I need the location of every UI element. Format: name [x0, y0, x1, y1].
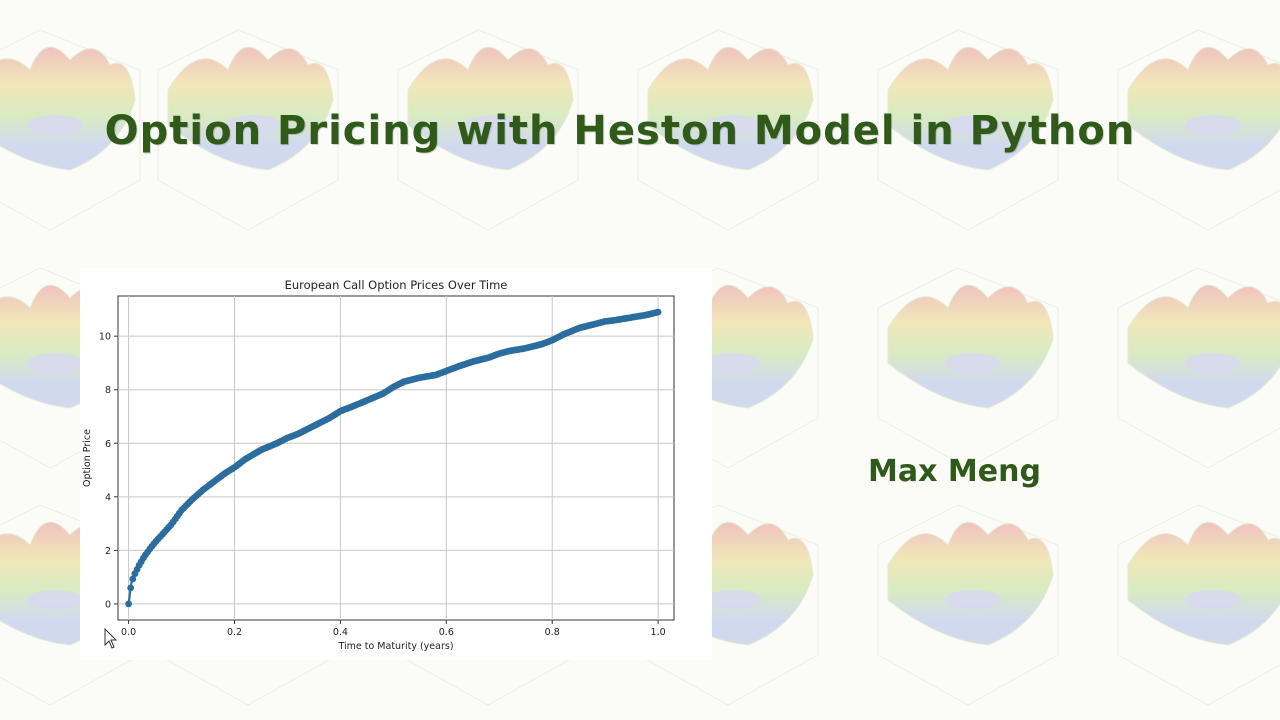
plot-area	[117, 295, 675, 621]
series-marker	[127, 584, 135, 592]
slide-title: Option Pricing with Heston Model in Pyth…	[104, 108, 1136, 154]
chart-title: European Call Option Prices Over Time	[285, 278, 508, 292]
surface-tile	[877, 504, 1059, 706]
series-marker	[654, 308, 662, 316]
y-tick-label: 8	[105, 385, 111, 396]
grid-lines	[118, 296, 674, 620]
surface-tile	[1117, 504, 1280, 706]
surface-tile	[877, 29, 1059, 231]
y-tick-label: 10	[99, 332, 111, 343]
surface-tile	[1117, 267, 1280, 469]
y-tick-label: 0	[105, 599, 111, 610]
surface-tile	[0, 29, 141, 231]
x-tick-label: 0.6	[439, 627, 454, 638]
axis-ticks: 0.0 0.2 0.4 0.6 0.8 1.0 0 2 4 6 8 10	[99, 332, 666, 638]
surface-tile	[157, 29, 339, 231]
surface-tile	[877, 267, 1059, 469]
x-axis-label: Time to Maturity (years)	[337, 641, 453, 652]
x-tick-label: 0.8	[545, 627, 560, 638]
y-tick-label: 6	[105, 439, 111, 450]
x-tick-label: 1.0	[651, 627, 666, 638]
series-marker	[129, 575, 137, 583]
x-tick-label: 0.0	[121, 627, 136, 638]
x-tick-label: 0.2	[227, 627, 242, 638]
y-tick-label: 4	[105, 492, 111, 503]
author-name: Max Meng	[868, 454, 1041, 489]
y-axis-label: Option Price	[82, 429, 93, 487]
arrow-cursor-icon	[104, 628, 118, 649]
x-tick-label: 0.4	[333, 627, 348, 638]
series-marker	[125, 600, 132, 608]
surface-tile	[1117, 29, 1280, 231]
series-markers	[125, 308, 662, 608]
chart-panel: 0.0 0.2 0.4 0.6 0.8 1.0 0 2 4 6 8 10 European Call …	[80, 268, 712, 660]
surface-tile	[637, 29, 819, 231]
surface-tile	[397, 29, 579, 231]
option-price-chart: 0.0 0.2 0.4 0.6 0.8 1.0 0 2 4 6 8 10 European Call …	[82, 278, 675, 652]
y-tick-label: 2	[105, 546, 111, 557]
